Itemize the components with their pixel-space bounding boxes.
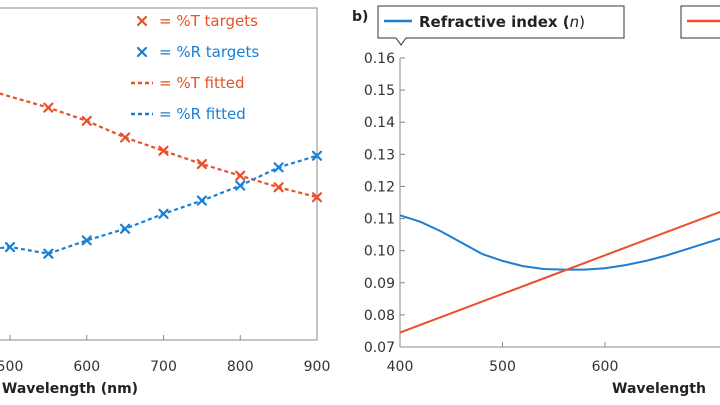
panel-a-series-1-point xyxy=(43,102,54,113)
panel-b-plot xyxy=(399,210,720,334)
panel-a-series-3-point xyxy=(311,150,323,161)
panel-b-y-tick-label: 0.09 xyxy=(364,276,395,292)
panel-a-x-tick-label: 600 xyxy=(73,359,100,375)
panel-a-series-3-point xyxy=(81,235,92,246)
panel-b-y-tick-label: 0.08 xyxy=(364,308,395,324)
panel-a-x-axis-label: Wavelength (nm) xyxy=(2,381,138,397)
panel-b-y-tick-label: 0.07 xyxy=(364,340,395,356)
panel-b-y-tick-label: 0.15 xyxy=(364,83,395,99)
panel-a-x-tick-label: 500 xyxy=(0,359,23,375)
panel-a-legend-item: = %R targets xyxy=(136,43,259,61)
panel-a-series-1-point xyxy=(120,132,131,143)
panel-b-y-tick-label: 0.11 xyxy=(364,212,395,228)
panel-a-series-3-point xyxy=(158,208,169,219)
panel-b-y-tick-label: 0.16 xyxy=(364,51,395,67)
panel-b-axes xyxy=(399,58,720,348)
panel-a-legend-label: = %R targets xyxy=(159,43,259,61)
panel-b: b) 0.070.080.090.100.110.120.130.140.150… xyxy=(352,5,720,397)
panel-b-legend-item xyxy=(680,5,720,39)
panel-a-series-4-line xyxy=(0,154,318,255)
panel-a-legend: = %T targets = %R targets = %T fitted = %R … xyxy=(122,9,282,127)
panel-a-series-3-point xyxy=(4,241,16,253)
legend-marker-icon xyxy=(136,46,148,58)
panel-a: 500 600 700 800 900 Wavelength (nm) = %T tar… xyxy=(0,7,330,397)
panel-a-legend-box xyxy=(122,9,282,127)
legend-marker-icon xyxy=(136,15,148,27)
panel-b-y-tick-label: 0.14 xyxy=(364,115,395,131)
panel-b-x-tick-label: 600 xyxy=(592,359,619,375)
panel-b-legend: Refractive index (n) xyxy=(377,5,720,46)
panel-b-x-tick-label: 400 xyxy=(387,359,414,375)
panel-a-legend-label: = %R fitted xyxy=(159,105,246,123)
panel-a-series-1-point xyxy=(158,145,169,156)
panel-a-legend-item: = %R fitted xyxy=(131,105,246,123)
panel-b-legend-label: Refractive index (n) xyxy=(419,13,585,31)
panel-a-series-1-point xyxy=(196,158,207,170)
panel-b-y-ticks: 0.07 0.08 0.09 0.10 0.11 0.12 0.13 0.14 0.15 0.16 xyxy=(364,51,405,356)
panel-a-legend-item: = %T fitted xyxy=(131,74,244,92)
panel-a-series-1-point xyxy=(273,182,284,193)
panel-a-plot xyxy=(0,92,323,259)
panel-a-legend-label: = %T fitted xyxy=(159,74,244,92)
panel-a-x-tick-label: 900 xyxy=(304,359,331,375)
panel-b-series-1-line xyxy=(399,214,720,271)
panel-a-legend-item: = %T targets xyxy=(136,12,258,30)
panel-a-series-2-line xyxy=(0,92,318,199)
panel-a-series-1-point xyxy=(235,170,246,181)
panel-a-series-1-point xyxy=(311,192,323,203)
panel-b-label: b) xyxy=(352,9,368,25)
panel-b-x-tick-label: 500 xyxy=(489,359,516,375)
panel-a-series-3-point xyxy=(43,248,54,259)
panel-b-x-axis-label: Wavelength xyxy=(612,381,706,397)
panel-a-series-3-point xyxy=(273,162,284,173)
panel-a-series-3-point xyxy=(196,195,207,206)
panel-a-legend-label: = %T targets xyxy=(159,12,258,30)
panel-a-frame xyxy=(0,7,318,341)
panel-b-x-ticks: 400 500 600 xyxy=(387,342,619,375)
panel-a-x-tick-label: 700 xyxy=(150,359,177,375)
panel-a-series-3-point xyxy=(120,223,131,234)
panel-b-series-2-line xyxy=(399,210,720,334)
panel-b-legend-item: Refractive index (n) xyxy=(377,5,625,46)
panel-a-series-3-point xyxy=(235,180,246,191)
panel-a-series-1-point xyxy=(81,115,92,126)
panel-b-y-tick-label: 0.10 xyxy=(364,244,395,260)
legend-callout-box xyxy=(377,5,625,46)
panel-a-x-ticks: 500 600 700 800 900 xyxy=(0,335,330,375)
panel-b-y-tick-label: 0.13 xyxy=(364,147,395,163)
panel-b-y-tick-label: 0.12 xyxy=(364,179,395,195)
panel-a-x-tick-label: 800 xyxy=(227,359,254,375)
